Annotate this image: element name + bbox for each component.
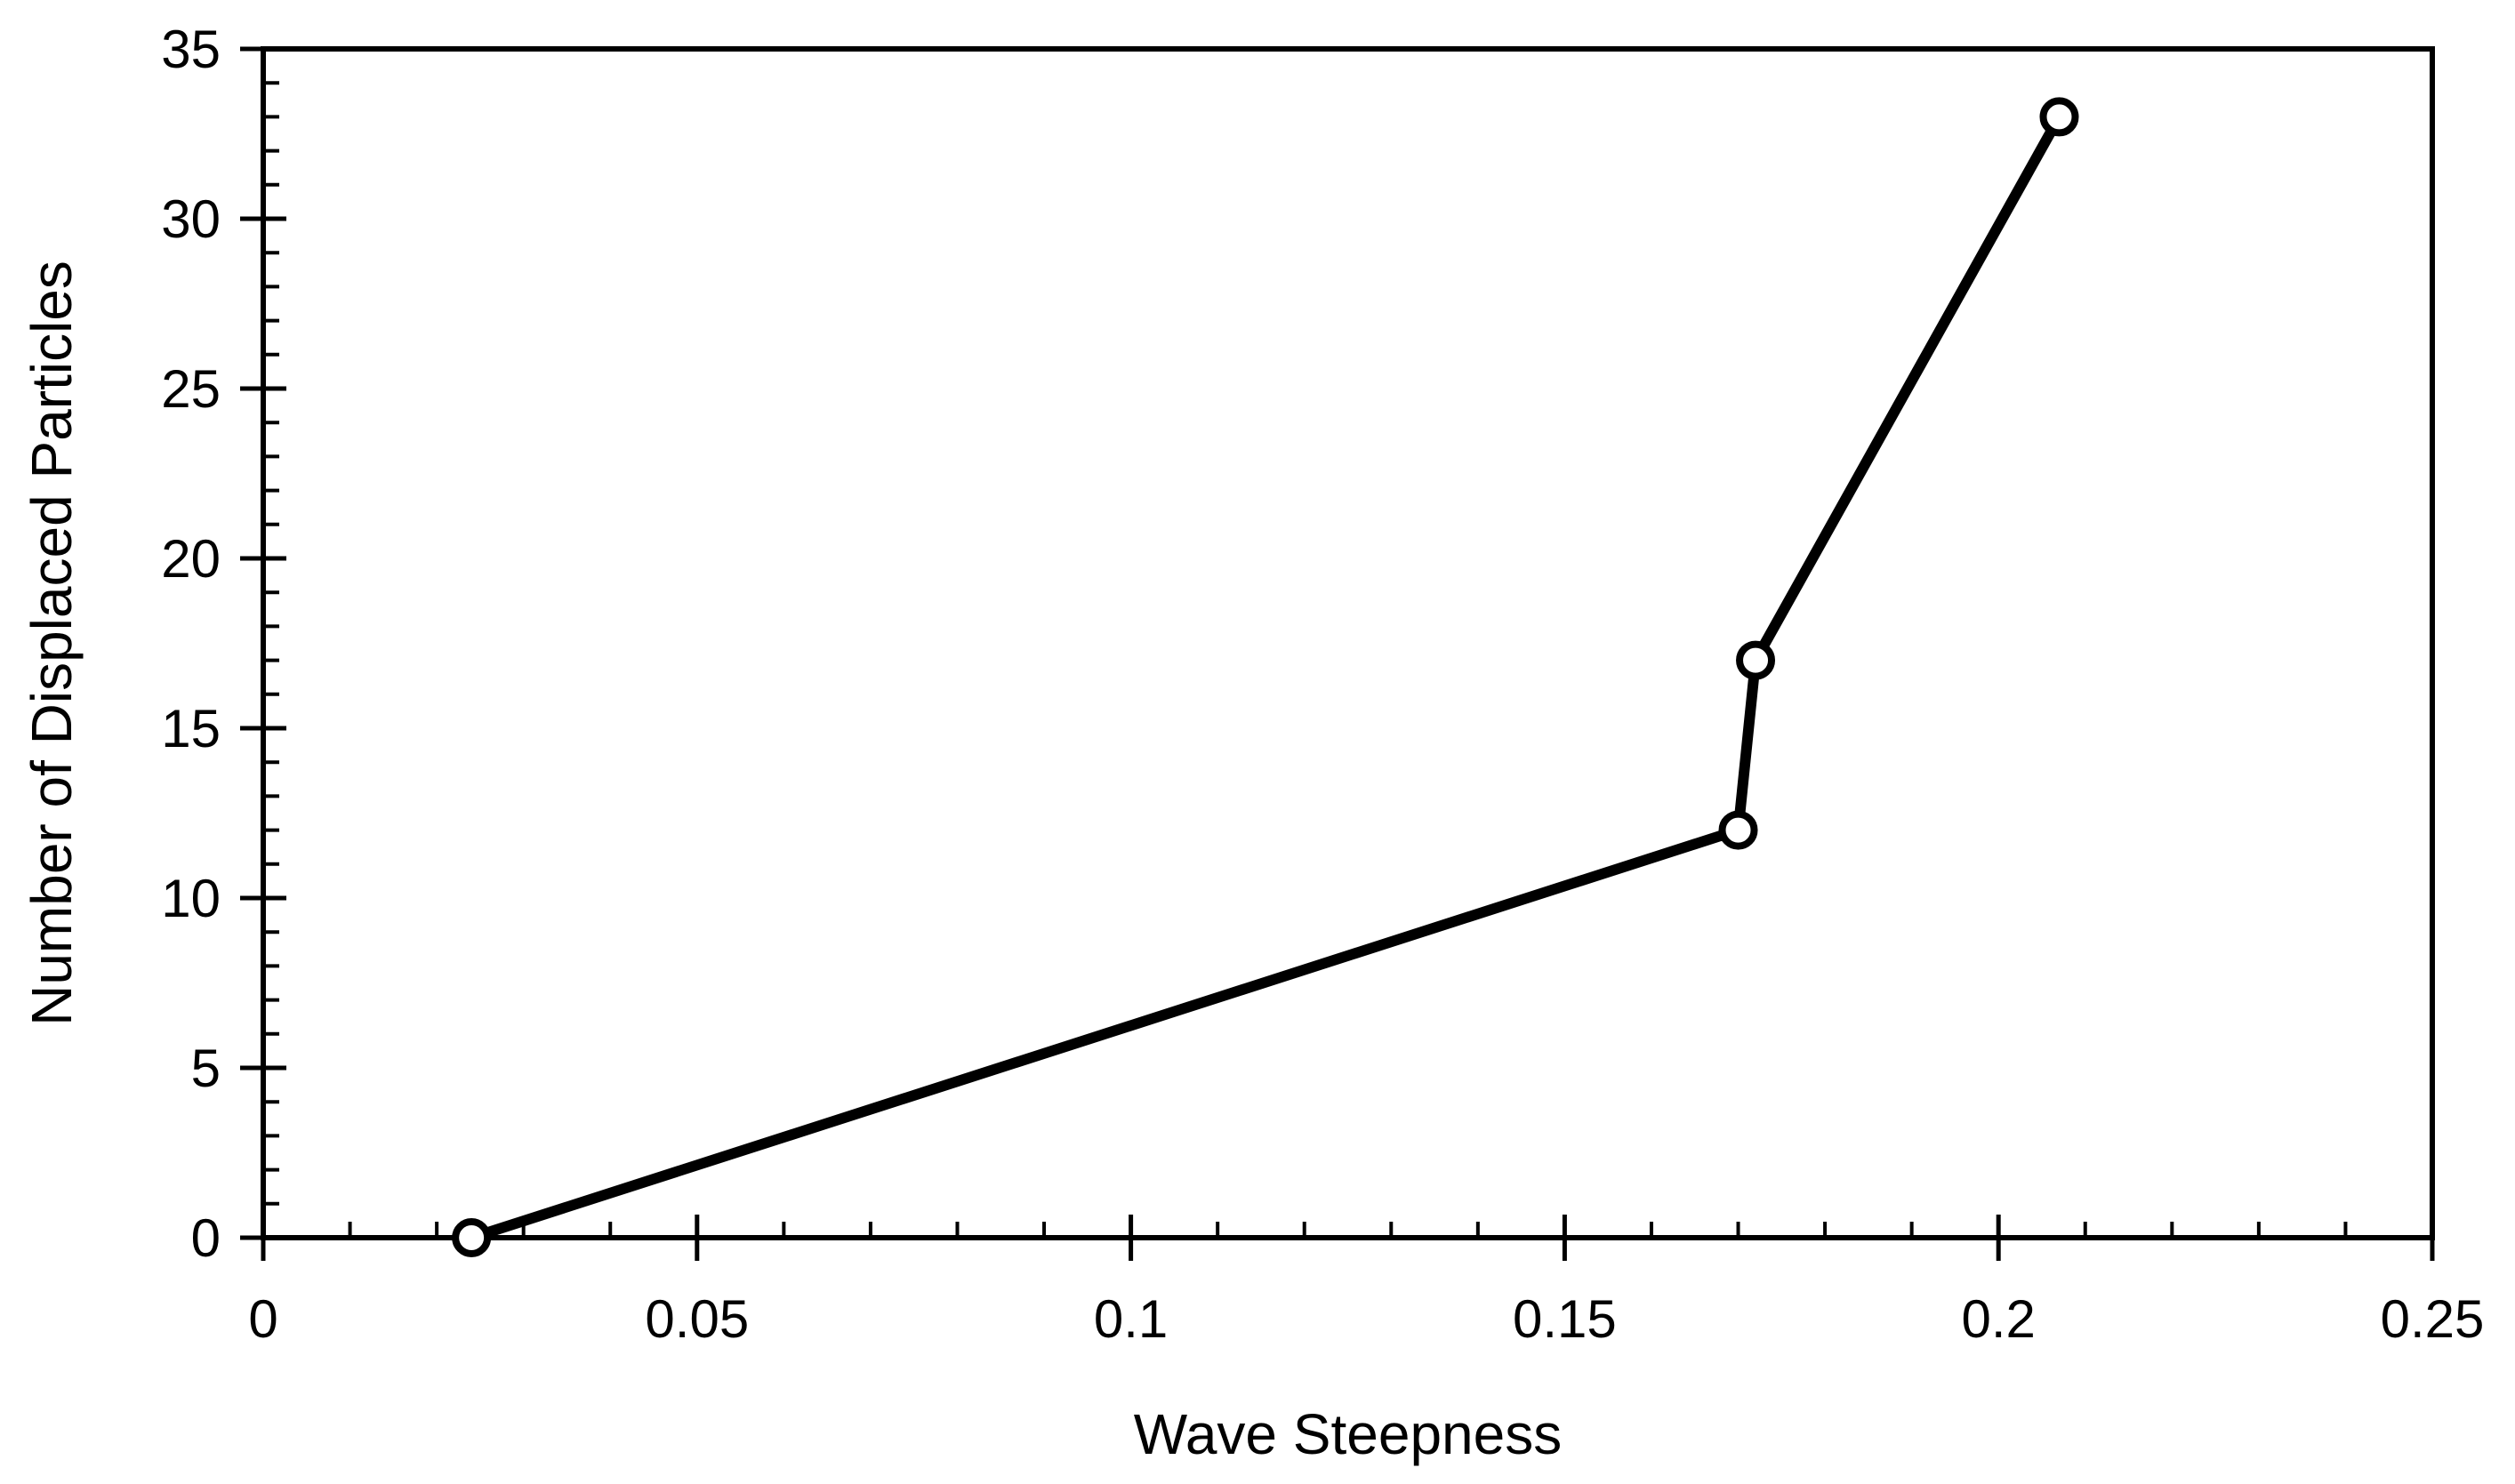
y-tick-label: 5 xyxy=(191,1039,221,1098)
x-tick-label: 0.1 xyxy=(1094,1289,1168,1349)
data-point-marker xyxy=(1718,810,1758,850)
y-tick-label: 0 xyxy=(191,1208,221,1268)
x-tick-label: 0.15 xyxy=(1513,1289,1617,1349)
y-tick-label: 10 xyxy=(161,869,221,928)
minor-ticks xyxy=(261,47,2434,1239)
y-tick-label: 20 xyxy=(161,529,221,589)
series-line xyxy=(466,111,2065,1243)
x-tick-label: 0.05 xyxy=(645,1289,749,1349)
major-ticks xyxy=(240,46,2435,1261)
y-tick-label: 30 xyxy=(161,189,221,249)
y-axis-title: Number of Displaced Particles xyxy=(20,261,84,1026)
data-point-marker xyxy=(452,1218,492,1257)
data-point-marker xyxy=(1736,640,1776,680)
y-tick-labels: 0 5 10 15 20 25 30 35 xyxy=(161,20,221,1268)
plot-area-frame xyxy=(261,46,2435,1240)
x-tick-labels: 0 0.05 0.1 0.15 0.2 0.25 xyxy=(248,1289,2484,1349)
x-axis-title: Wave Steepness xyxy=(1134,1402,1562,1466)
y-tick-label: 35 xyxy=(161,20,221,79)
series-layer xyxy=(452,97,2079,1257)
y-tick-label: 15 xyxy=(161,699,221,758)
x-tick-label: 0 xyxy=(248,1289,277,1349)
data-point-marker xyxy=(2039,97,2079,137)
y-tick-label: 25 xyxy=(161,359,221,419)
x-tick-label: 0.25 xyxy=(2381,1289,2485,1349)
x-tick-label: 0.2 xyxy=(1961,1289,2035,1349)
